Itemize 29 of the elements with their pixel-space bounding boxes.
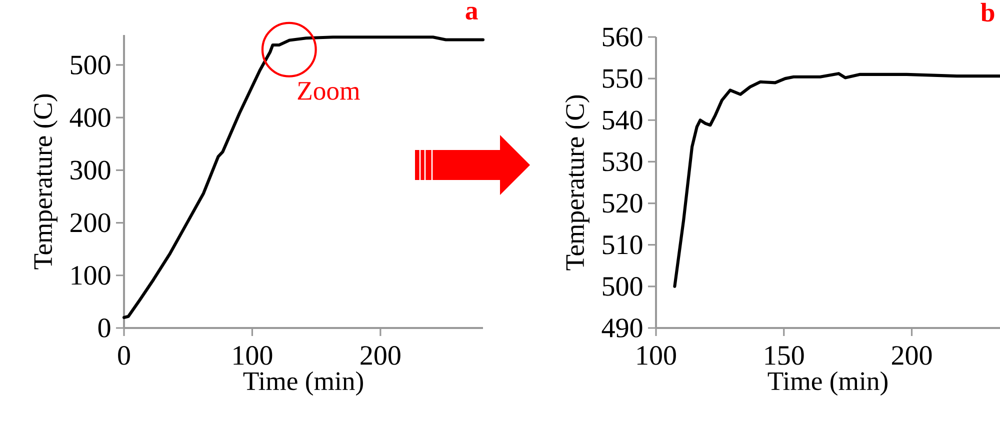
x-tick-label: 100 [234, 346, 272, 365]
y-tick-label: 0 [98, 318, 110, 338]
y-tick-label: 540 [602, 110, 642, 130]
y-tick-label: 200 [70, 213, 110, 232]
x-tick-label: 200 [360, 346, 400, 365]
y-tick-label: 550 [602, 69, 642, 88]
y-tick-label: 100 [72, 266, 110, 285]
x-axis-title: Time (min) [243, 371, 363, 396]
y-tick-label: 520 [602, 194, 642, 213]
line-series [122, 36, 485, 319]
line-series [673, 72, 1000, 288]
y-tick-label: 500 [70, 56, 110, 74]
y-tick-label: 500 [602, 276, 642, 296]
x-tick-label: 0 [118, 346, 130, 365]
annotation: Zoom [298, 82, 360, 100]
chart-title: b [980, 2, 994, 22]
x-tick-label: 150 [765, 346, 804, 365]
y-axis-title: Temperature (C) [33, 94, 58, 270]
y-axis-title: Temperature (C) [565, 95, 590, 270]
x-tick-label: 100 [637, 346, 676, 365]
y-tick-label: 490 [602, 318, 642, 338]
x-tick-label: 200 [892, 346, 932, 365]
y-tick-label: 400 [70, 108, 110, 128]
x-axis-title: Time (min) [768, 371, 888, 396]
y-tick-label: 510 [602, 235, 642, 254]
y-tick-label: 560 [602, 28, 642, 46]
y-tick-label: 300 [70, 160, 110, 180]
y-tick-label: 530 [602, 152, 642, 172]
chart-title: a [466, 6, 478, 20]
